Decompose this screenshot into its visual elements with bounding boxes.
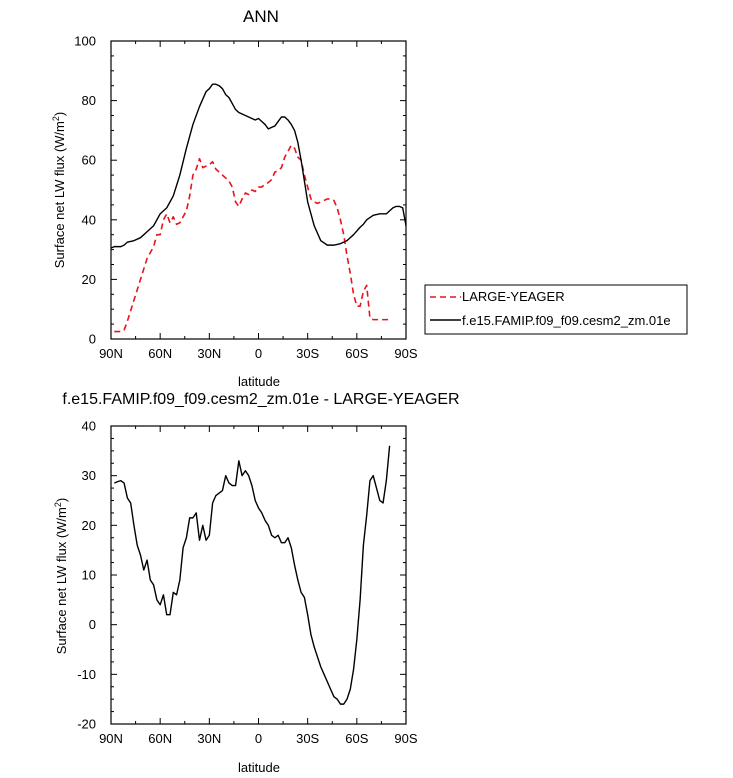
x-tick-label: 30S: [296, 731, 319, 746]
series-line-difference: [113, 445, 391, 705]
series-line-f-e15-famip-f09-f09-cesm2-zm-01e: [110, 83, 407, 249]
x-tick-label: 30N: [197, 346, 221, 361]
y-axis-label-bottom: Surface net LW flux (W/m2): [53, 498, 69, 655]
x-tick-label: 60S: [345, 346, 368, 361]
x-tick-label: 90S: [394, 731, 417, 746]
chart-title-bottom: f.e15.FAMIP.f09_f09.cesm2_zm.01e - LARGE…: [62, 391, 459, 408]
legend: LARGE-YEAGER f.e15.FAMIP.f09_f09.cesm2_z…: [424, 284, 688, 335]
y-tick-label: -10: [77, 667, 96, 682]
y-tick-label: 40: [82, 212, 96, 227]
x-tick-label: 60S: [345, 731, 368, 746]
x-tick-label: 90S: [394, 346, 417, 361]
x-tick-label: 30S: [296, 346, 319, 361]
y-tick-label: 10: [82, 568, 96, 583]
y-tick-label: -20: [77, 717, 96, 732]
chart-title-top: ANN: [243, 7, 279, 26]
x-tick-label: 30N: [197, 731, 221, 746]
x-tick-label: 90N: [99, 731, 123, 746]
x-tick-label: 0: [255, 731, 262, 746]
x-tick-label: 90N: [99, 346, 123, 361]
legend-label-cesm2: f.e15.FAMIP.f09_f09.cesm2_zm.01e: [462, 313, 671, 328]
y-tick-label: 0: [89, 617, 96, 632]
y-tick-label: 40: [82, 419, 96, 434]
y-tick-label: 60: [82, 153, 96, 168]
series-layer-bottom: [113, 445, 391, 705]
y-tick-label: 100: [74, 34, 96, 49]
y-tick-label: 80: [82, 93, 96, 108]
series-line-large-yeager: [114, 144, 390, 333]
series-layer-top: [110, 83, 407, 333]
x-axis-label-bottom: latitude: [238, 760, 280, 775]
chart-panel-top: ANN 90N 60N 30N 0 30S 60S 90S 0 20 40 60 80 100 lati…: [51, 7, 418, 389]
y-tick-label: 20: [82, 518, 96, 533]
y-axis-label-top: Surface net LW flux (W/m2): [51, 112, 67, 269]
chart-panel-bottom: f.e15.FAMIP.f09_f09.cesm2_zm.01e - LARGE…: [53, 391, 460, 775]
x-tick-label: 60N: [148, 346, 172, 361]
legend-label-large-yeager: LARGE-YEAGER: [462, 289, 565, 304]
plot-frame-top: [110, 40, 407, 340]
x-tick-label: 60N: [148, 731, 172, 746]
y-tick-label: 0: [89, 332, 96, 347]
x-axis-label-top: latitude: [238, 374, 280, 389]
y-tick-label: 20: [82, 272, 96, 287]
x-tick-label: 0: [255, 346, 262, 361]
y-tick-label: 30: [82, 468, 96, 483]
legend-box: [424, 284, 688, 335]
